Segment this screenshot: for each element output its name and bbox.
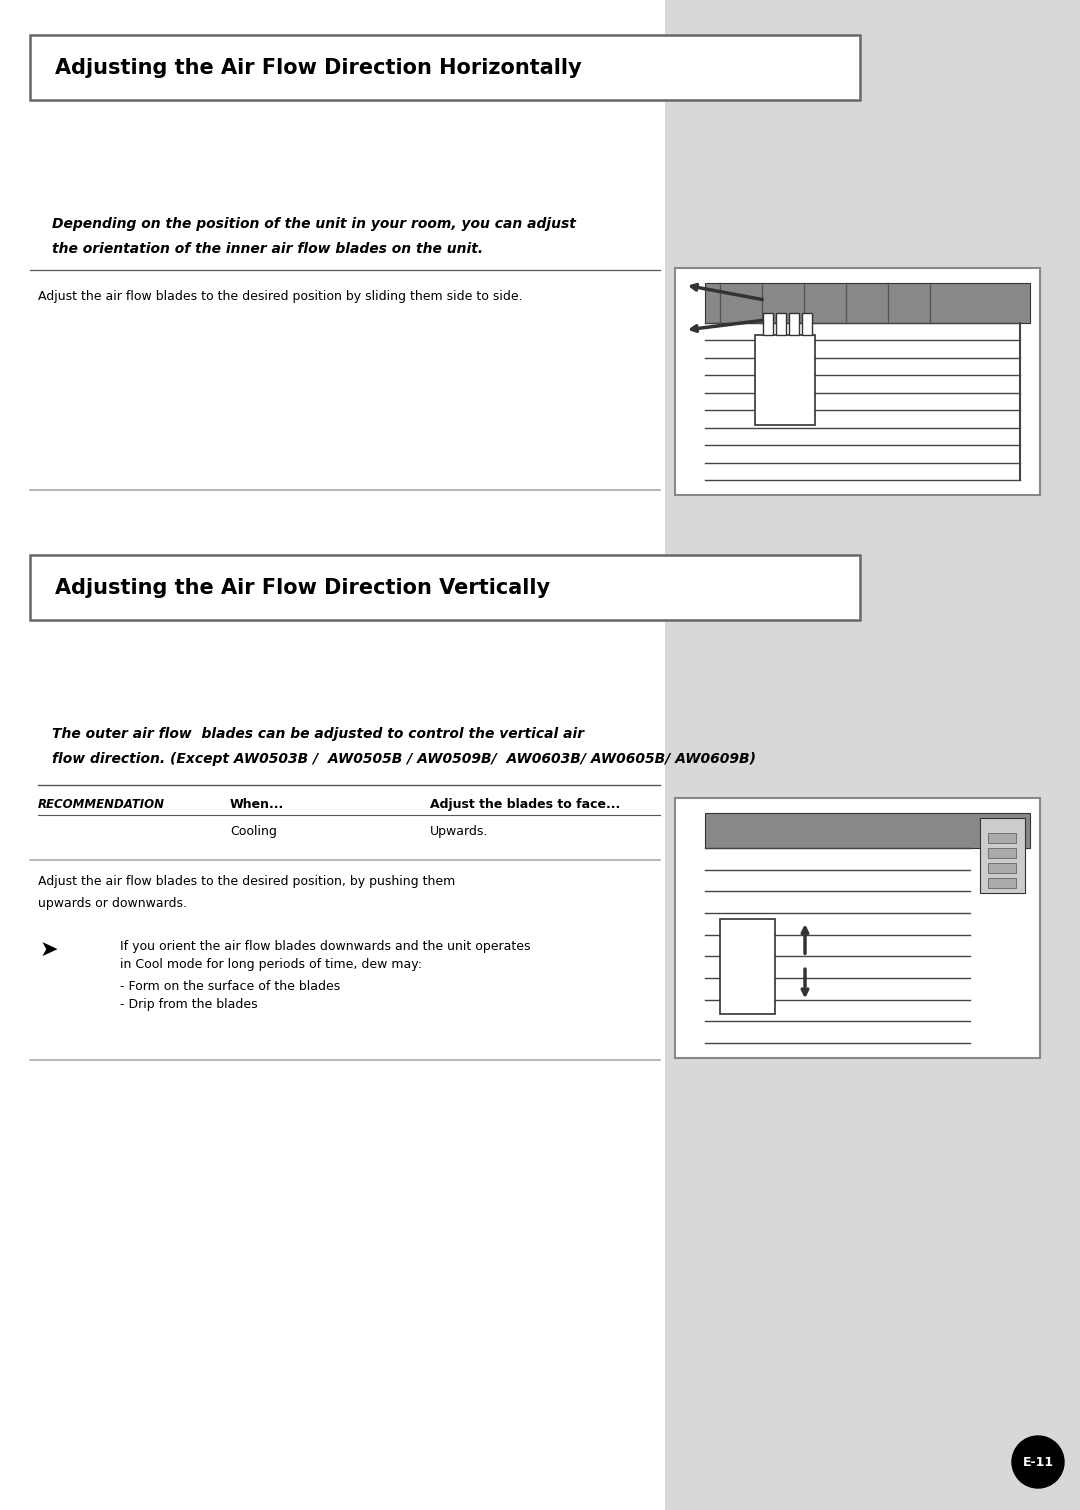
Circle shape: [1012, 1436, 1064, 1487]
Text: If you orient the air flow blades downwards and the unit operates: If you orient the air flow blades downwa…: [120, 941, 530, 953]
Bar: [988, 849, 1016, 858]
Bar: [789, 313, 799, 335]
Bar: [705, 812, 1030, 849]
Text: Depending on the position of the unit in your room, you can adjust: Depending on the position of the unit in…: [52, 217, 576, 231]
Text: Upwards.: Upwards.: [430, 824, 488, 838]
Bar: [30, 35, 860, 100]
Text: Adjusting the Air Flow Direction Vertically: Adjusting the Air Flow Direction Vertica…: [55, 577, 550, 598]
Text: Adjust the blades to face...: Adjust the blades to face...: [430, 797, 620, 811]
Bar: [802, 313, 812, 335]
Bar: [777, 313, 786, 335]
Text: When...: When...: [230, 797, 284, 811]
Text: The outer air flow  blades can be adjusted to control the vertical air: The outer air flow blades can be adjuste…: [52, 726, 584, 741]
Text: - Drip from the blades: - Drip from the blades: [120, 998, 258, 1012]
Bar: [980, 818, 1025, 892]
Text: Adjust the air flow blades to the desired position, by pushing them: Adjust the air flow blades to the desire…: [38, 874, 456, 888]
Text: E-11: E-11: [1023, 1456, 1054, 1469]
Text: the orientation of the inner air flow blades on the unit.: the orientation of the inner air flow bl…: [52, 242, 483, 257]
Text: RECOMMENDATION: RECOMMENDATION: [38, 797, 165, 811]
Text: Cooling: Cooling: [230, 824, 276, 838]
Text: ➤: ➤: [40, 941, 58, 960]
Bar: [755, 335, 815, 424]
Text: Adjust the air flow blades to the desired position by sliding them side to side.: Adjust the air flow blades to the desire…: [38, 290, 523, 304]
Text: flow direction. (Except AW0503B /  AW0505B / AW0509B/  AW0603B/ AW0605B/ AW0609B: flow direction. (Except AW0503B / AW0505…: [52, 752, 756, 766]
Bar: [988, 877, 1016, 888]
Text: upwards or downwards.: upwards or downwards.: [38, 897, 187, 911]
Bar: [988, 864, 1016, 873]
Bar: [705, 282, 1030, 323]
Bar: [762, 313, 773, 335]
Bar: [0, 0, 665, 1510]
Text: - Form on the surface of the blades: - Form on the surface of the blades: [120, 980, 340, 994]
Bar: [30, 556, 860, 621]
Text: Adjusting the Air Flow Direction Horizontally: Adjusting the Air Flow Direction Horizon…: [55, 57, 582, 77]
Bar: [720, 918, 775, 1013]
Text: in Cool mode for long periods of time, dew may:: in Cool mode for long periods of time, d…: [120, 957, 422, 971]
Bar: [675, 267, 1040, 495]
Bar: [675, 797, 1040, 1059]
Bar: [988, 834, 1016, 843]
